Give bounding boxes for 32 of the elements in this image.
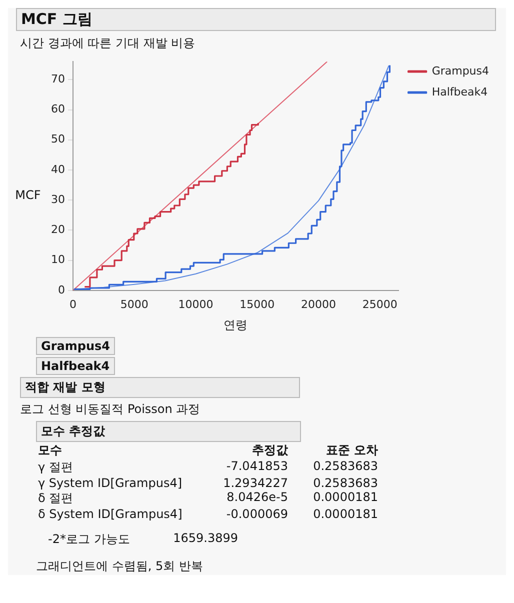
text: 모수 추정값 <box>36 421 301 442</box>
text: δ System ID[Grampus4] -0.000069 0.0000181 <box>38 507 378 521</box>
text: 그래디언트에 수렴됨, 5회 반복 <box>36 558 204 575</box>
y-tick-label: 40 <box>50 162 65 176</box>
x-axis-title: 연령 <box>224 318 248 332</box>
text: 적합 재발 모형 <box>20 377 300 398</box>
x-tick-label: 25000 <box>362 298 398 311</box>
legend-label: Halfbeak4 <box>432 85 488 98</box>
y-tick-label: 20 <box>50 223 65 236</box>
text: -2*로그 가능도 1659.3899 <box>48 531 238 546</box>
text: Halfbeak4 <box>36 357 115 375</box>
x-tick-label: 20000 <box>301 298 336 311</box>
text: δ 절편 8.0426e-5 0.0000181 <box>38 490 378 505</box>
text: 모수 추정값 표준 오차 <box>38 443 378 457</box>
y-tick-label: 50 <box>50 132 65 146</box>
y-tick-label: 60 <box>50 102 65 116</box>
text: 로그 선형 비동질적 Poisson 과정 <box>20 401 202 418</box>
text: Grampus4 <box>36 337 115 355</box>
x-tick-label: 15000 <box>240 298 275 311</box>
text: γ System ID[Grampus4] 1.2934227 0.2583683 <box>38 476 378 490</box>
y-tick-label: 0 <box>58 283 65 296</box>
y-tick-label: 10 <box>50 253 65 266</box>
chart-subtitle: 시간 경과에 따른 기대 재발 비용 <box>20 35 196 52</box>
x-tick-label: 5000 <box>120 298 148 311</box>
legend-label: Grampus4 <box>432 64 489 78</box>
y-axis-title: MCF <box>14 188 42 202</box>
y-tick-label: 30 <box>50 192 65 206</box>
x-tick-label: 10000 <box>178 298 214 311</box>
text: γ 절편 -7.041853 0.2583683 <box>38 459 378 474</box>
y-tick-label: 70 <box>50 72 65 86</box>
x-tick-label: 0 <box>69 298 76 311</box>
chart-title: MCF 그림 <box>16 8 496 31</box>
